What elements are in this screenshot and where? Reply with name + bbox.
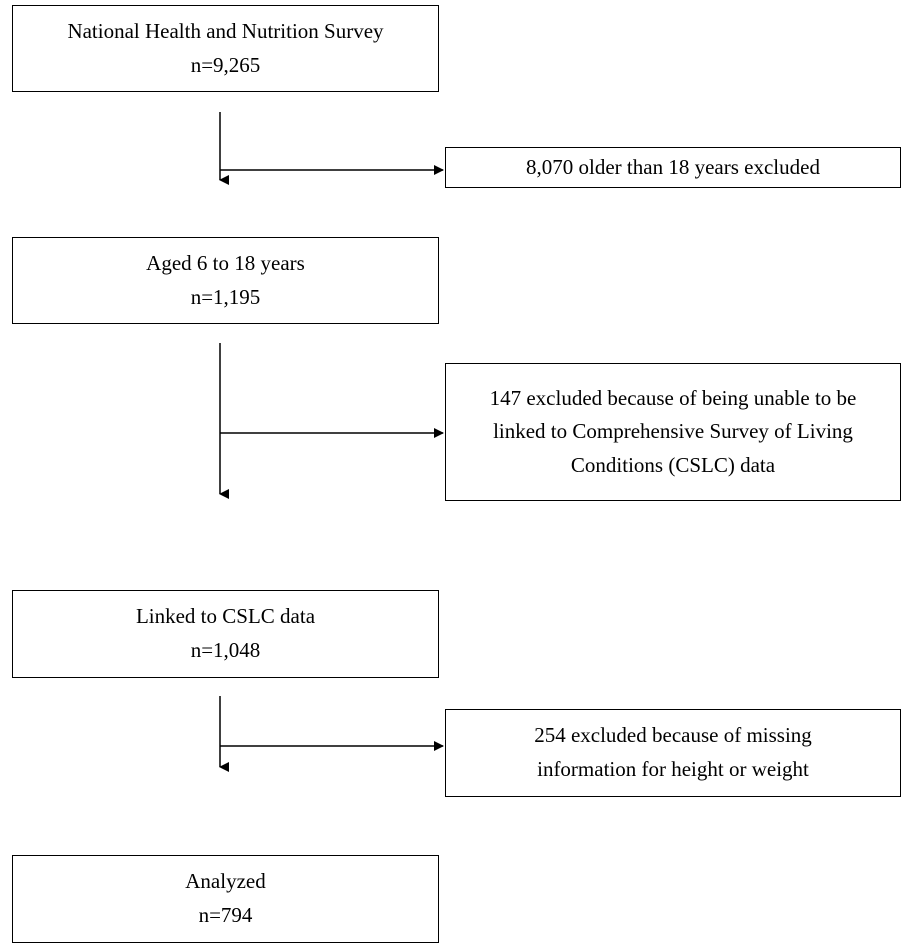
step-analyzed-box: Analyzed n=794 [12,855,439,943]
step-analyzed-label: Analyzed [185,869,266,894]
exclusion-2-box: 147 excluded because of being unable to … [445,363,901,501]
step-linked-label: Linked to CSLC data [135,604,316,629]
step-aged-count: n=1,195 [190,284,261,309]
exclusion-3-line-1: 254 excluded because of missing [534,723,812,748]
step-linked-count: n=1,048 [190,638,261,662]
step-analyzed-count: n=794 [198,903,253,927]
exclusion-2-line-2: linked to Comprehensive Survey of Living [493,419,853,444]
exclusion-1-line-1: 8,070 older than 18 years excluded [526,154,820,179]
connector-1 [219,112,444,185]
exclusion-2-line-3: Conditions (CSLC) data [570,452,776,477]
step-aged-label: Aged 6 to 18 years [146,250,305,275]
exclusion-1-box: 8,070 older than 18 years excluded [445,147,901,188]
exclusion-3-box: 254 excluded because of missing informat… [445,709,901,797]
connector-3 [219,696,444,772]
step-survey-label: National Health and Nutrition Survey [67,18,384,43]
exclusion-3-line-2: information for height or weight [537,757,809,781]
connector-2 [219,343,444,499]
step-survey-box: National Health and Nutrition Survey n=9… [12,5,439,92]
exclusion-2-line-1: 147 excluded because of being unable to … [489,385,857,410]
step-aged-box: Aged 6 to 18 years n=1,195 [12,237,439,324]
step-survey-count: n=9,265 [190,52,261,77]
step-linked-box: Linked to CSLC data n=1,048 [12,590,439,678]
